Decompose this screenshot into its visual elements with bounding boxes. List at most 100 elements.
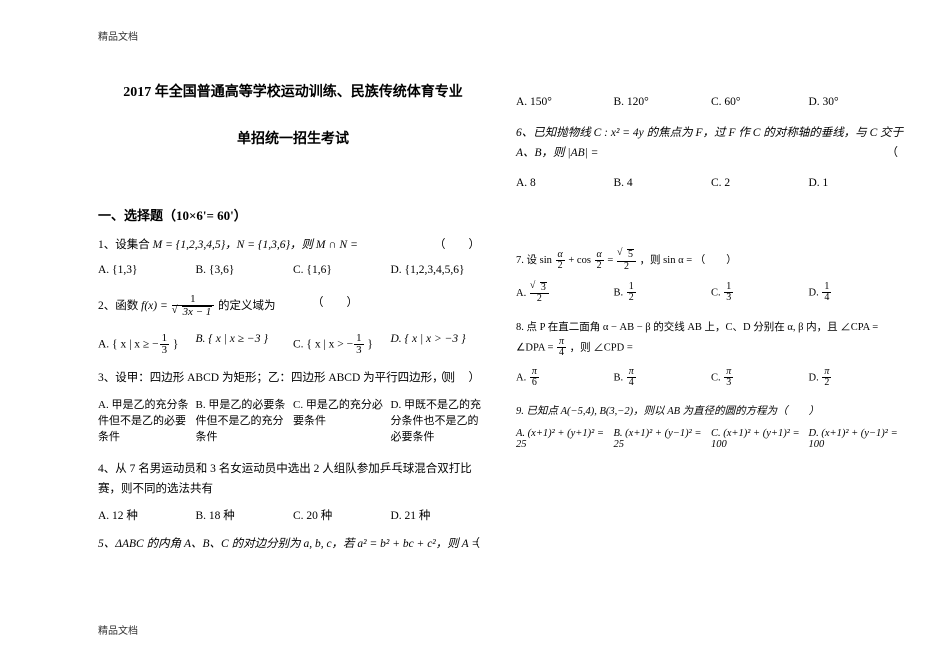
- q1-stem-math: M = {1,2,3,4,5}，N = {1,3,6}，则 M ∩ N =: [153, 239, 358, 251]
- question-4: 4、从 7 名男运动员和 3 名女运动员中选出 2 人组队参加乒乓球混合双打比赛…: [98, 460, 488, 499]
- q3-opt-a: A. 甲是乙的充分条件但不是乙的必要条件: [98, 396, 196, 444]
- q9-options: A. (x+1)² + (y+1)² = 25 B. (x+1)² + (y−1…: [516, 428, 906, 454]
- q7-f1d: 2: [556, 261, 565, 271]
- doc-title-line1: 2017 年全国普通高等学校运动训练、民族传统体育专业: [98, 80, 488, 107]
- q1-opt-c: C. {1,6}: [293, 264, 391, 276]
- q7-a-num: 3: [540, 282, 547, 293]
- q4-opt-d: D. 21 种: [391, 507, 489, 523]
- q4-options: A. 12 种 B. 18 种 C. 20 种 D. 21 种: [98, 507, 488, 523]
- q7-pre: 7. 设 sin: [516, 255, 555, 266]
- q8-opt-c: C. π3: [711, 367, 809, 389]
- q8-d-lab: D.: [809, 372, 819, 383]
- q2-opt-b: B. { x | x ≥ −3 }: [196, 333, 294, 357]
- question-8: 8. 点 P 在直二面角 α − AB − β 的交线 AB 上，C、D 分别在…: [516, 319, 906, 359]
- q2-fraction: 1 3x − 1: [172, 294, 215, 319]
- q7-c-den: 3: [724, 293, 733, 303]
- q8-options: A. π6 B. π4 C. π3 D. π2: [516, 367, 906, 389]
- question-7: 7. 设 sin α2 + cos α2 = 52 ，则 sin α = （ ）: [516, 249, 906, 272]
- q1-paren: （ ）: [434, 236, 480, 256]
- q2-opt-a: A. { x | x ≥ −13 }: [98, 333, 196, 357]
- q3-opt-d: D. 甲既不是乙的充分条件也不是乙的必要条件: [391, 396, 489, 444]
- q4-opt-c: C. 20 种: [293, 507, 391, 523]
- q7-opt-b: B. 12: [614, 282, 712, 305]
- q5-paren: （: [469, 535, 481, 555]
- q9-opt-d: D. (x+1)² + (y−1)² = 100: [809, 428, 907, 450]
- question-9: 9. 已知点 A(−5,4), B(3,−2)，则以 AB 为直径的圆的方程为（…: [516, 403, 906, 421]
- question-3: 3、设甲：四边形 ABCD 为矩形；乙：四边形 ABCD 为平行四边形，则 （ …: [98, 369, 488, 389]
- q7-opt-c: C. 13: [711, 282, 809, 305]
- q7-mid: + cos: [568, 255, 593, 266]
- q2-options: A. { x | x ≥ −13 } B. { x | x ≥ −3 } C. …: [98, 333, 488, 357]
- q2-suffix: 的定义域为: [218, 300, 276, 312]
- q7-a-lab: A.: [516, 288, 526, 299]
- q7-a-den: 2: [530, 294, 549, 304]
- q2-opt-d: D. { x | x > −3 }: [391, 333, 489, 357]
- q7-rden: 2: [617, 262, 636, 272]
- q4-opt-a: A. 12 种: [98, 507, 196, 523]
- q8-a-lab: A.: [516, 372, 526, 383]
- q8-c-den: 3: [724, 378, 733, 388]
- q7-b-den: 2: [627, 293, 636, 303]
- q1-options: A. {1,3} B. {3,6} C. {1,6} D. {1,2,3,4,5…: [98, 264, 488, 276]
- q5-stem: 5、ΔABC 的内角 A、B、C 的对边分别为 a, b, c，若 a² = b…: [98, 538, 479, 550]
- q7-post: ，则 sin α =: [640, 255, 693, 266]
- q2-c-den: 3: [354, 345, 363, 356]
- doc-title-line2: 单招统一招生考试: [98, 127, 488, 154]
- q3-paren: （ ）: [434, 369, 480, 389]
- q8-b-den: 4: [627, 378, 636, 388]
- q7-rn: 5: [617, 249, 636, 261]
- q2-num: 1: [172, 294, 215, 306]
- q6-options: A. 8 B. 4 C. 2 D. 1: [516, 177, 906, 189]
- q2-den: 3x − 1: [172, 306, 215, 318]
- q9-opt-a: A. (x+1)² + (y+1)² = 25: [516, 428, 614, 450]
- q7-paren: （ ）: [695, 255, 737, 266]
- q2-a-post: }: [170, 338, 178, 350]
- q8-opt-a: A. π6: [516, 367, 614, 389]
- q2-paren: （ ）: [312, 294, 358, 314]
- header-watermark: 精品文档: [98, 28, 138, 43]
- q6-opt-d: D. 1: [809, 177, 907, 189]
- q6-opt-b: B. 4: [614, 177, 712, 189]
- q8-a-den: 6: [530, 378, 539, 388]
- q2-c-post: }: [365, 338, 373, 350]
- question-5: 5、ΔABC 的内角 A、B、C 的对边分别为 a, b, c，若 a² = b…: [98, 535, 488, 555]
- q7-a-n: 3: [530, 282, 549, 294]
- q5-opt-c: C. 60°: [711, 96, 809, 108]
- q8-c-lab: C.: [711, 372, 721, 383]
- question-6: 6、已知抛物线 C : x² = 4y 的焦点为 F，过 F 作 C 的对称轴的…: [516, 124, 906, 163]
- q2-opt-c: C. { x | x > −13 }: [293, 333, 391, 357]
- q5-options: A. 150° B. 120° C. 60° D. 30°: [516, 96, 906, 108]
- question-1: 1、设集合 M = {1,2,3,4,5}，N = {1,3,6}，则 M ∩ …: [98, 236, 488, 256]
- q3-opt-b: B. 甲是乙的必要条件但不是乙的充分条件: [196, 396, 294, 444]
- q6-opt-a: A. 8: [516, 177, 614, 189]
- q9-opt-c: C. (x+1)² + (y+1)² = 100: [711, 428, 809, 450]
- q8-b-lab: B.: [614, 372, 624, 383]
- q7-options: A. 32 B. 12 C. 13 D. 14: [516, 282, 906, 305]
- q9-opt-b: B. (x+1)² + (y−1)² = 25: [614, 428, 712, 450]
- q1-opt-a: A. {1,3}: [98, 264, 196, 276]
- q2-f: f(x) =: [141, 300, 170, 312]
- q9-stem: 9. 已知点 A(−5,4), B(3,−2)，则以 AB 为直径的圆的方程为（…: [516, 406, 819, 417]
- q5-opt-d: D. 30°: [809, 96, 907, 108]
- q7-opt-a: A. 32: [516, 282, 614, 305]
- question-2: 2、函数 f(x) = 1 3x − 1 的定义域为 （ ）: [98, 294, 488, 319]
- q8-sd: 4: [557, 348, 566, 358]
- q6-opt-c: C. 2: [711, 177, 809, 189]
- q1-opt-b: B. {3,6}: [196, 264, 294, 276]
- q2-a-den: 3: [160, 345, 169, 356]
- q2-a-pre: A. { x | x ≥ −: [98, 338, 159, 350]
- q4-stem: 4、从 7 名男运动员和 3 名女运动员中选出 2 人组队参加乒乓球混合双打比赛…: [98, 463, 472, 495]
- q3-options: A. 甲是乙的充分条件但不是乙的必要条件 B. 甲是乙的必要条件但不是乙的充分条…: [98, 396, 488, 448]
- q7-eq: =: [607, 255, 616, 266]
- q7-f2d: 2: [595, 261, 604, 271]
- section-heading: 一、选择题（10×6'= 60'）: [98, 205, 488, 224]
- q7-b-lab: B.: [614, 287, 624, 298]
- q7-c-lab: C.: [711, 287, 721, 298]
- q7-d-den: 4: [822, 293, 831, 303]
- q7-rnum: 5: [627, 249, 634, 260]
- q5-opt-b: B. 120°: [614, 96, 712, 108]
- right-column: A. 150° B. 120° C. 60° D. 30° 6、已知抛物线 C …: [516, 60, 906, 454]
- q6-paren: （: [887, 144, 899, 164]
- q4-opt-b: B. 18 种: [196, 507, 294, 523]
- q3-opt-c: C. 甲是乙的充分必要条件: [293, 396, 391, 444]
